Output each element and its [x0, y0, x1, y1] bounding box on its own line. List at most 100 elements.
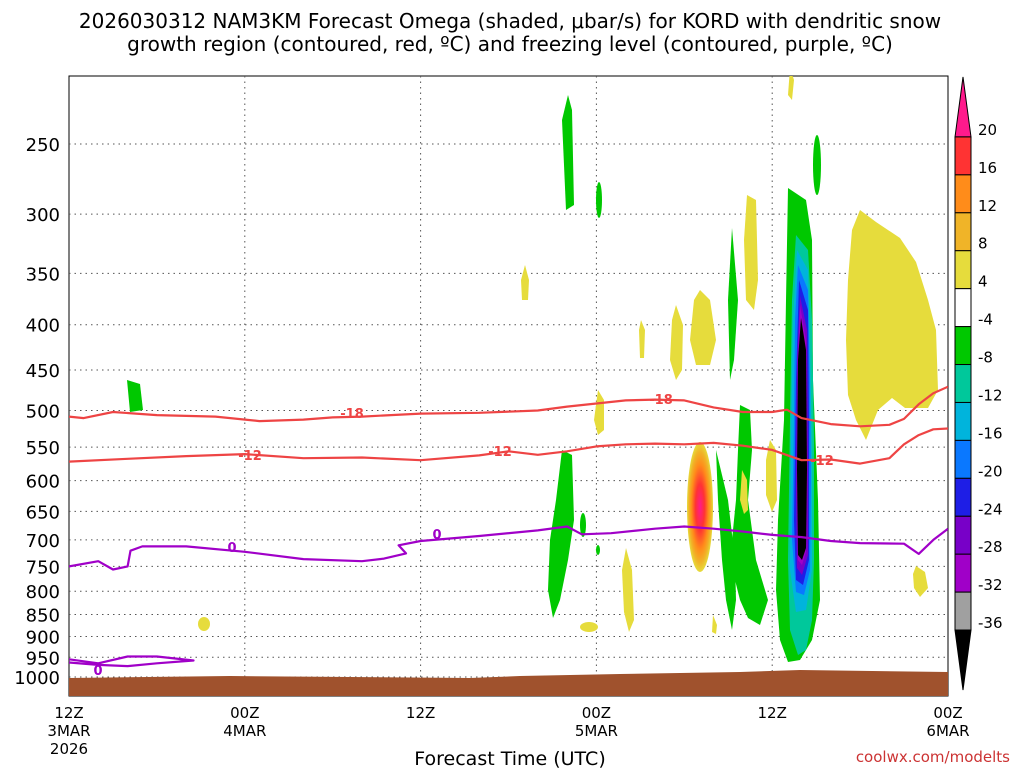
colorbar-swatch-11	[954, 515, 972, 555]
y-tick-label-950: 950	[26, 648, 60, 669]
x-tick-label-0-2: 2026	[50, 740, 88, 758]
contour-0-surface-3	[69, 655, 195, 668]
y-tick-label-1000: 1000	[14, 668, 60, 689]
y-tick-label-750: 750	[26, 557, 60, 578]
omega-yellow-2	[639, 320, 645, 358]
x-tick-label-0-0: 12Z	[54, 704, 83, 722]
omega-yellow-7	[846, 210, 938, 440]
contour-label-zero-b: 0	[432, 528, 441, 543]
y-tick-label-500: 500	[26, 402, 60, 423]
x-tick-label-2-0: 12Z	[406, 704, 435, 722]
y-tick-label-300: 300	[26, 205, 60, 226]
omega-yellow-9	[622, 548, 634, 632]
x-tick-label-1-0: 00Z	[230, 704, 259, 722]
colorbar-swatch-7	[954, 364, 972, 403]
y-tick-label-850: 850	[26, 606, 60, 627]
y-tick-label-600: 600	[26, 472, 60, 493]
y-tick-label-800: 800	[26, 582, 60, 603]
omega-green-4	[730, 405, 768, 625]
colorbar-swatch-5	[954, 288, 972, 328]
contour-label-minus18-a: -18	[340, 407, 364, 422]
terrain	[69, 670, 948, 696]
omega-yellow-10	[580, 622, 598, 632]
x-tick-label-5-1: 6MAR	[926, 722, 969, 740]
omega-yellow-14	[712, 615, 717, 634]
colorbar-swatch-4	[954, 250, 972, 290]
omega-yellow-1	[521, 265, 529, 300]
x-tick-label-0-1: 3MAR	[47, 722, 90, 740]
contours	[69, 385, 948, 668]
colorbar-swatch-8	[954, 401, 972, 441]
omega-yellow-3	[670, 305, 683, 380]
omega-blob-2	[562, 95, 574, 210]
x-tick-label-1-1: 4MAR	[223, 722, 266, 740]
colorbar-label-5: -4	[978, 311, 993, 329]
colorbar-label-4: 4	[978, 273, 988, 291]
colorbar-swatch-9	[954, 439, 972, 479]
omega-yellow-5	[744, 195, 758, 310]
omega-yellow-11	[198, 617, 210, 631]
colorbar-label-11: -28	[978, 538, 1003, 556]
omega-warm-core	[687, 442, 713, 572]
colorbar-label-1: 16	[978, 159, 997, 177]
chart-title-line1: 2026030312 NAM3KM Forecast Omega (shaded…	[79, 9, 941, 33]
contour-label-minus12-b: -12	[488, 445, 512, 460]
x-axis-label: Forecast Time (UTC)	[414, 748, 605, 768]
x-tick-label-3-0: 00Z	[582, 704, 611, 722]
colorbar-label-3: 8	[978, 235, 988, 253]
omega-core-1	[797, 318, 807, 560]
contour-label-minus12-a: -12	[238, 449, 262, 464]
contour--18-0	[69, 385, 948, 428]
chart-title-line2: growth region (contoured, red, ºC) and f…	[127, 32, 893, 56]
colorbar-label-0: 20	[978, 121, 997, 139]
omega-shading	[127, 76, 938, 662]
colorbar-swatch-1	[954, 136, 972, 176]
y-tick-label-250: 250	[26, 135, 60, 156]
omega-blob-5	[596, 545, 600, 555]
colorbar-swatch-0	[954, 76, 972, 138]
contour-labels: -18 -18 -12 -12 -12 0 0 0	[93, 393, 833, 679]
colorbar-label-8: -16	[978, 424, 1003, 442]
colorbar: 20 16 12 8 4 -4 -8 -12 -16 -20 -24 -28 -32 -36	[954, 76, 1003, 691]
omega-yellow-15	[913, 566, 928, 597]
y-tick-label-650: 650	[26, 502, 60, 523]
colorbar-swatch-2	[954, 174, 972, 214]
y-tick-label-350: 350	[26, 264, 60, 285]
y-tick-label-900: 900	[26, 627, 60, 648]
omega-yellow-6	[788, 76, 794, 100]
y-axis: 2503003504004505005506006507007508008509…	[14, 135, 60, 689]
colorbar-swatch-12	[954, 553, 972, 593]
contour-label-minus12-c: -12	[810, 454, 834, 469]
contour-0-2	[69, 525, 948, 571]
omega-green-2	[728, 228, 738, 380]
omega-green-1	[548, 450, 574, 618]
x-tick-label-5-0: 00Z	[933, 704, 962, 722]
colorbar-swatch-13	[954, 591, 972, 631]
omega-yellow-4	[690, 290, 716, 365]
colorbar-label-13: -36	[978, 614, 1003, 632]
y-tick-label-700: 700	[26, 531, 60, 552]
omega-yellow-8	[594, 390, 604, 435]
colorbar-label-6: -8	[978, 349, 993, 367]
colorbar-swatch-14	[954, 629, 972, 691]
omega-yellow-13	[740, 470, 748, 514]
credit-text: coolwx.com/modelts	[856, 748, 1010, 766]
colorbar-label-12: -32	[978, 576, 1003, 594]
contour--12-1	[69, 427, 948, 465]
x-tick-label-3-1: 5MAR	[575, 722, 618, 740]
omega-yellow-12	[766, 440, 777, 512]
omega-blob-1	[127, 380, 143, 412]
contour-label-zero-c: 0	[93, 664, 102, 679]
omega-blob-3	[596, 182, 602, 218]
colorbar-label-7: -12	[978, 386, 1003, 404]
contour-label-zero-a: 0	[227, 541, 236, 556]
colorbar-swatch-10	[954, 477, 972, 517]
y-tick-label-550: 550	[26, 438, 60, 459]
omega-green-3	[716, 450, 736, 630]
contour-label-minus18-b: -18	[649, 393, 673, 408]
colorbar-label-10: -24	[978, 500, 1003, 518]
omega-blob-4	[813, 135, 821, 195]
